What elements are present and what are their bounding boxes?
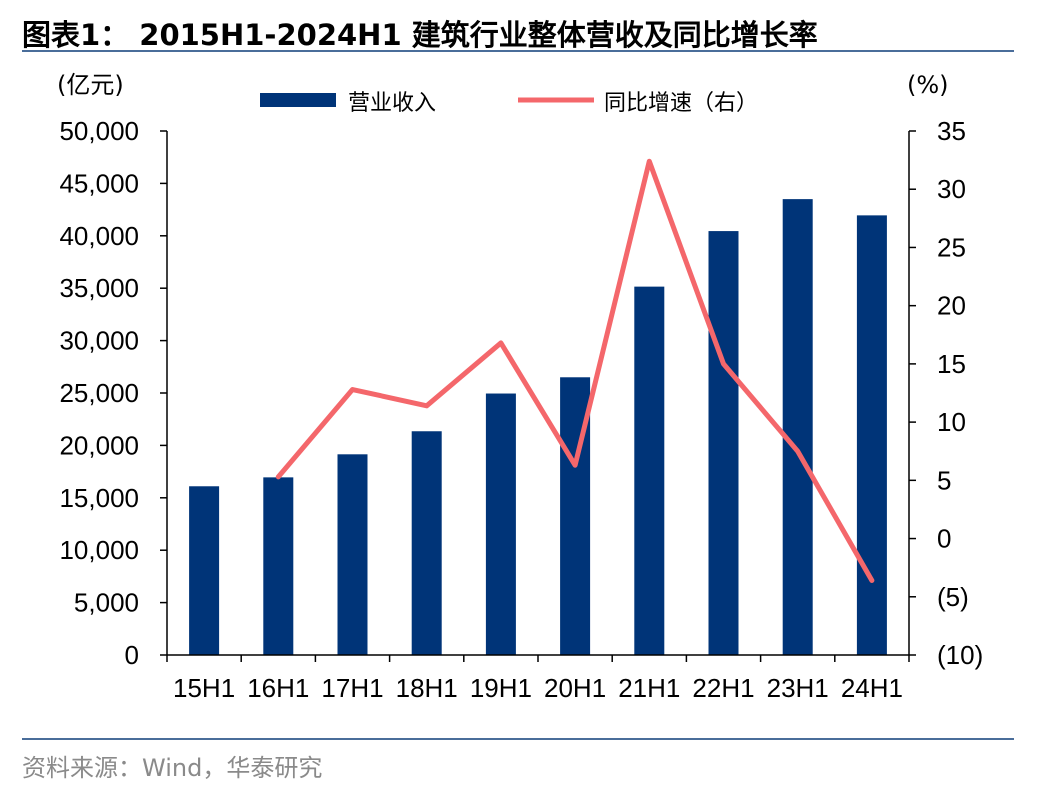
left-tick-label: 10,000 (59, 535, 139, 565)
source-note: 资料来源：Wind，华泰研究 (22, 754, 323, 782)
right-tick-label: 5 (937, 465, 951, 495)
bar-21H1 (634, 286, 665, 655)
legend-bar-swatch (260, 93, 336, 107)
legend: 营业收入 同比增速（右） (260, 91, 758, 116)
x-tick-label: 21H1 (618, 673, 680, 703)
title-divider (22, 50, 1014, 52)
right-tick-label: (5) (937, 582, 969, 612)
right-tick-label: 25 (937, 232, 966, 262)
right-axis-unit: (%) (907, 71, 949, 99)
x-tick-label: 23H1 (767, 673, 829, 703)
bar-22H1 (708, 231, 739, 656)
left-tick-label: 50,000 (59, 116, 139, 146)
x-tick-label: 18H1 (396, 673, 458, 703)
left-tick-label: 5,000 (74, 588, 139, 618)
right-tick-label: 15 (937, 349, 966, 379)
right-tick-label: 30 (937, 174, 966, 204)
right-tick-label: 20 (937, 291, 966, 321)
right-tick-label: (10) (937, 640, 983, 670)
bar-24H1 (856, 215, 887, 655)
bar-15H1 (189, 486, 220, 655)
x-tick-label: 19H1 (470, 673, 532, 703)
bar-16H1 (263, 477, 294, 655)
right-tick-label: 0 (937, 524, 951, 554)
left-tick-label: 25,000 (59, 378, 139, 408)
bar-17H1 (337, 454, 368, 655)
left-tick-label: 0 (125, 640, 139, 670)
left-tick-label: 20,000 (59, 430, 139, 460)
right-tick-label: 35 (937, 116, 966, 146)
bar-19H1 (485, 393, 516, 655)
legend-line-label: 同比增速（右） (604, 91, 758, 116)
x-tick-label: 15H1 (173, 673, 235, 703)
footer-divider (22, 738, 1014, 740)
left-tick-label: 35,000 (59, 273, 139, 303)
left-tick-label: 45,000 (59, 168, 139, 198)
x-tick-label: 20H1 (544, 673, 606, 703)
bar-18H1 (411, 431, 442, 655)
left-tick-label: 30,000 (59, 326, 139, 356)
left-tick-label: 40,000 (59, 221, 139, 251)
bar-23H1 (782, 199, 813, 655)
x-tick-label: 16H1 (247, 673, 309, 703)
x-tick-label: 17H1 (321, 673, 383, 703)
x-tick-label: 22H1 (692, 673, 754, 703)
chart-title: 图表1： 2015H1-2024H1 建筑行业整体营收及同比增长率 (22, 18, 818, 52)
x-tick-label: 24H1 (841, 673, 903, 703)
legend-bar-label: 营业收入 (348, 91, 436, 116)
left-tick-label: 15,000 (59, 483, 139, 513)
right-tick-label: 10 (937, 407, 966, 437)
left-axis-unit: (亿元) (57, 71, 124, 99)
